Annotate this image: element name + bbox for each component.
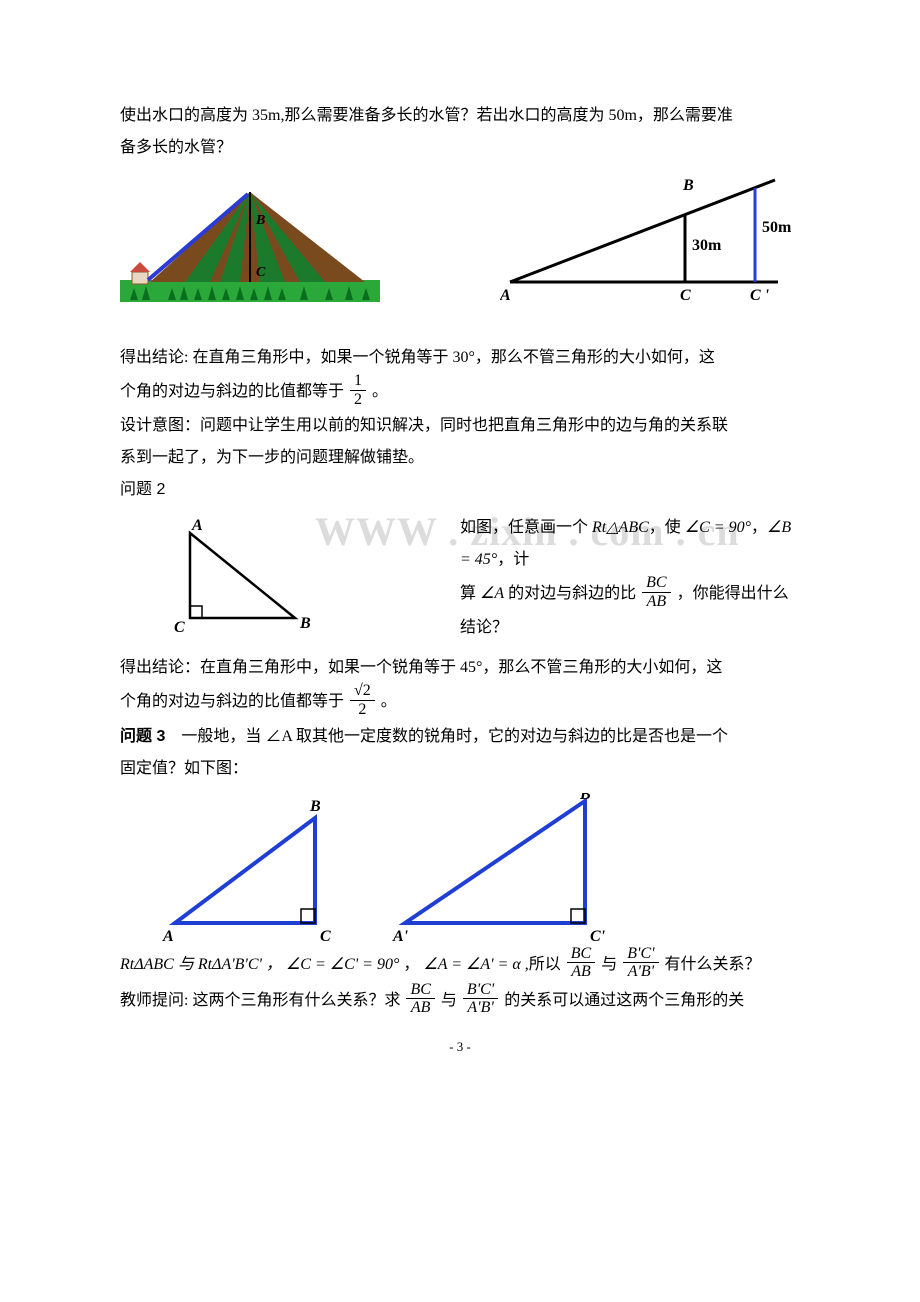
intro-line2: 备多长的水管？ (120, 132, 800, 164)
frac-den: A'B' (463, 999, 498, 1017)
conclusion1-line2: 个角的对边与斜边的比值都等于 1 2 。 (120, 374, 800, 410)
q3t-b: 与 (441, 992, 457, 1009)
svg-text:A: A (191, 518, 203, 534)
svg-text:B: B (682, 177, 694, 194)
frac-bpcp-apbp-2: B'C' A'B' (463, 981, 498, 1017)
frac-den: A'B' (623, 963, 658, 981)
q2t-rt: Rt (592, 519, 606, 536)
q2t-2a: 算 (460, 585, 480, 602)
svg-text:30m: 30m (692, 237, 722, 254)
conclusion1-before-frac: 个角的对边与斜边的比值都等于 (120, 383, 344, 400)
q2-figure-row: A B C WWW . zixin . com . cn 如图，任意画一个 Rt… (120, 512, 800, 644)
q3r-6: 与 (601, 955, 617, 972)
q2t-1d: ，计 (497, 551, 529, 568)
frac-num: 1 (350, 372, 366, 391)
blue-triangle-abc-prime: A' C' B' (390, 793, 620, 943)
q3r-7: 有什么关系？ (665, 955, 761, 972)
intro-line1: 使出水口的高度为 35m,那么需要准备多长的水管？若出水口的高度为 50m，那么… (120, 100, 800, 132)
svg-text:B: B (255, 213, 265, 228)
svg-text:C: C (174, 619, 185, 636)
design-intent-1: 设计意图：问题中让学生用以前的知识解决，同时也把直角三角形中的边与角的关系联 (120, 410, 800, 442)
q2t-angc: ∠C = 90° (685, 519, 751, 536)
q3r-4: ∠A = ∠A' = α (423, 955, 520, 972)
frac-one-half: 1 2 (350, 372, 366, 408)
q2t-1b: ，使 (649, 519, 685, 536)
frac-num: B'C' (623, 945, 658, 964)
frac-den: AB (567, 963, 595, 981)
page-number: - 3 - (120, 1039, 800, 1055)
frac-bpcp-apbp: B'C' A'B' (623, 945, 658, 981)
frac-den: 2 (350, 391, 366, 409)
conclusion2-line1: 得出结论：在直角三角形中，如果一个锐角等于 45°，那么不管三角形的大小如何，这 (120, 652, 800, 684)
frac-bc-ab: BC AB (642, 574, 670, 610)
blue-triangle-abc: A C B (160, 793, 360, 943)
q3-relation: RtΔABC 与 RtΔA'B'C' ， ∠C = ∠C' = 90° ， ∠A… (120, 947, 800, 983)
svg-text:C: C (256, 265, 266, 280)
frac-num: BC (642, 574, 670, 593)
svg-text:B: B (299, 615, 311, 632)
q3r-3: ， (403, 955, 423, 972)
svg-text:A': A' (392, 928, 409, 943)
svg-text:A: A (162, 928, 174, 943)
c2-after: 。 (381, 693, 397, 710)
svg-text:C': C' (590, 928, 606, 943)
frac-num: √2 (350, 682, 375, 701)
frac-num: B'C' (463, 981, 498, 1000)
triangle-45: A B C (170, 518, 330, 638)
frac-den: 2 (350, 701, 375, 719)
q3-label: 问题 3 (120, 728, 165, 745)
svg-text:A: A (500, 287, 511, 304)
frac-bc-ab-2: BC AB (567, 945, 595, 981)
svg-text:C: C (680, 287, 691, 304)
mountain-figure: B C (120, 172, 380, 312)
c2-before: 个角的对边与斜边的比值都等于 (120, 693, 344, 710)
q3r-2: ∠C = ∠C' = 90° (286, 955, 399, 972)
figure-row-1: B C A C C ' B 30m 50m (120, 172, 800, 312)
frac-num: BC (406, 981, 434, 1000)
q2-label: 问题 2 (120, 474, 800, 506)
q2-text-line2: 算 ∠A 的对边与斜边的比 BC AB ，你能得出什么结论？ (460, 576, 800, 644)
q2-text-line1: 如图，任意画一个 Rt△ABC，使 ∠C = 90°，∠B = 45°，计 (460, 512, 800, 576)
two-blue-triangles: A C B A' C' B' (160, 793, 800, 943)
q2t-anga: ∠A (480, 585, 504, 602)
q3-t1: 一般地，当 ∠A 取其他一定度数的锐角时，它的对边与斜边的比是否也是一个 (165, 728, 728, 745)
svg-text:C: C (320, 928, 331, 943)
svg-text:B': B' (579, 793, 596, 803)
triangle-30-50: A C C ' B 30m 50m (500, 172, 800, 312)
svg-text:C ': C ' (750, 287, 770, 304)
q3r-5: ,所以 (525, 955, 565, 972)
q2t-2b: 的对边与斜边的比 (504, 585, 640, 602)
q3-line2: 固定值？如下图： (120, 753, 800, 785)
q3r-1: RtΔABC 与 RtΔA'B'C' ， (120, 955, 282, 972)
conclusion1-after: 。 (372, 383, 388, 400)
design-intent-2: 系到一起了，为下一步的问题理解做铺垫。 (120, 442, 800, 474)
q2t-1a: 如图，任意画一个 (460, 519, 592, 536)
frac-bc-ab-3: BC AB (406, 981, 434, 1017)
conclusion2-line2: 个角的对边与斜边的比值都等于 √2 2 。 (120, 684, 800, 720)
conclusion1-line1: 得出结论: 在直角三角形中，如果一个锐角等于 30°，那么不管三角形的大小如何，… (120, 342, 800, 374)
frac-den: AB (642, 593, 670, 611)
q2t-tri: △ABC (606, 519, 649, 536)
svg-text:B: B (309, 798, 321, 815)
frac-sqrt2-2: √2 2 (350, 682, 375, 718)
q3t-a: 教师提问: 这两个三角形有什么关系？求 (120, 992, 404, 1009)
svg-text:50m: 50m (762, 219, 792, 236)
q2-text: 如图，任意画一个 Rt△ABC，使 ∠C = 90°，∠B = 45°，计 算 … (330, 512, 800, 644)
q2t-1c: ， (751, 519, 767, 536)
q3-line1: 问题 3 一般地，当 ∠A 取其他一定度数的锐角时，它的对边与斜边的比是否也是一… (120, 721, 800, 753)
frac-num: BC (567, 945, 595, 964)
frac-den: AB (406, 999, 434, 1017)
q3-teacher: 教师提问: 这两个三角形有什么关系？求 BC AB 与 B'C' A'B' 的关… (120, 983, 800, 1019)
q3t-c: 的关系可以通过这两个三角形的关 (504, 992, 744, 1009)
